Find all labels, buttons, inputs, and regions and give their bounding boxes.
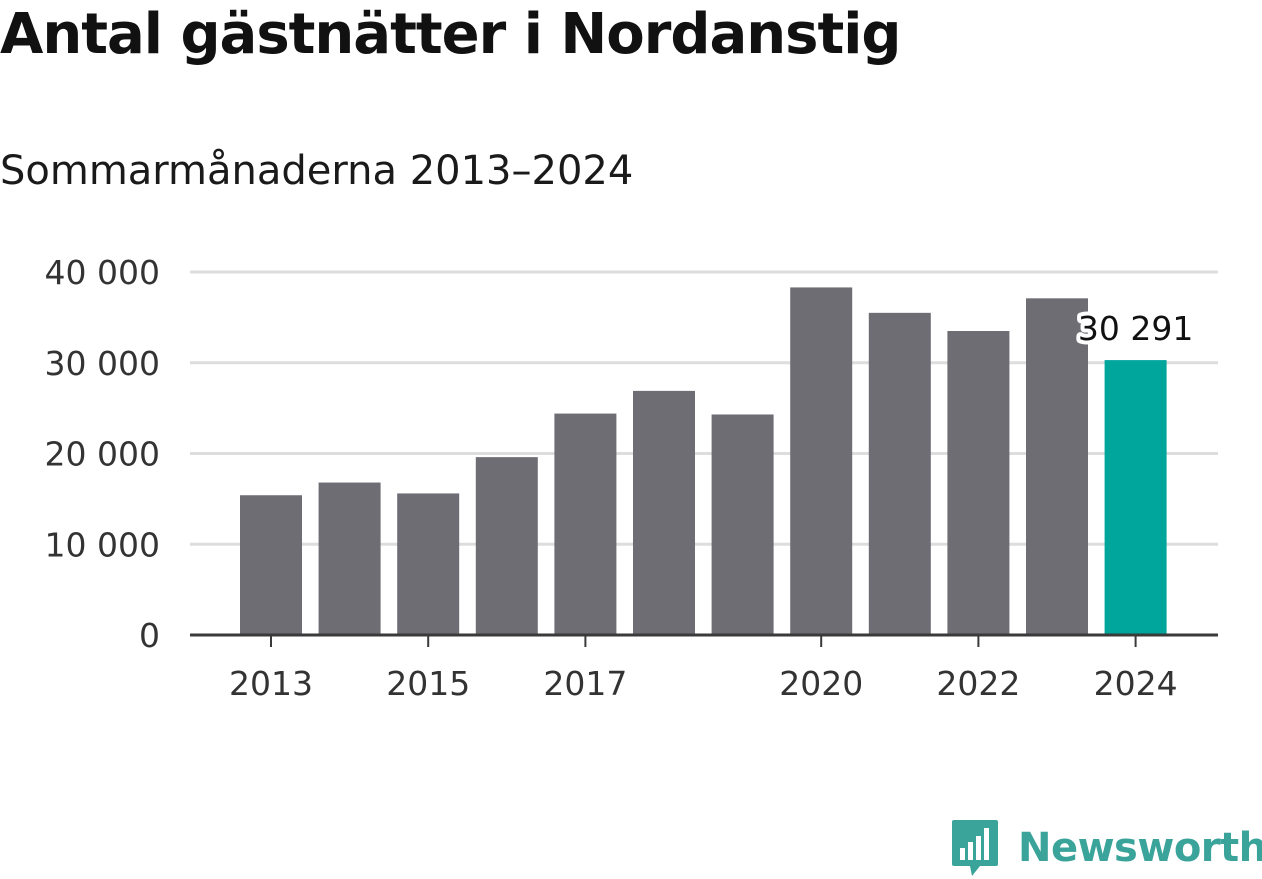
bar: [1026, 298, 1088, 635]
bar: [790, 287, 853, 635]
x-tick-label: 2020: [779, 664, 863, 703]
bar: [397, 493, 460, 635]
data-label: 30 291: [1078, 309, 1193, 348]
x-tick-label: 2017: [543, 664, 627, 703]
bar: [868, 312, 931, 635]
newsworthy-logo: Newsworthy: [950, 818, 1262, 878]
x-tick-label: 2024: [1094, 664, 1178, 703]
bar: [633, 390, 695, 635]
y-tick-label: 40 000: [45, 253, 160, 292]
bar: [711, 414, 774, 635]
logo-text: Newsworthy: [1018, 825, 1262, 871]
y-tick-label: 20 000: [45, 435, 160, 474]
bar-chart-badge-icon: [952, 820, 998, 876]
x-tick-label: 2022: [936, 664, 1020, 703]
bar: [240, 495, 302, 635]
bar-chart: 0 10 000 20 000 30 000 40 000 2013 2015 2017 202…: [45, 253, 1218, 703]
bar: [475, 457, 538, 635]
chart-subtitle: Sommarmånaderna 2013–2024: [0, 148, 634, 194]
chart-title: Antal gästnätter i Nordanstig: [0, 2, 901, 67]
bar: [318, 482, 381, 635]
y-tick-label: 30 000: [45, 344, 160, 383]
x-tick-label: 2015: [386, 664, 470, 703]
x-tick-label: 2013: [229, 664, 313, 703]
y-tick-label: 10 000: [45, 525, 160, 564]
bar: [554, 413, 617, 635]
bar-highlight: [1104, 360, 1167, 635]
bar: [947, 330, 1010, 635]
y-tick-label: 0: [139, 616, 160, 655]
